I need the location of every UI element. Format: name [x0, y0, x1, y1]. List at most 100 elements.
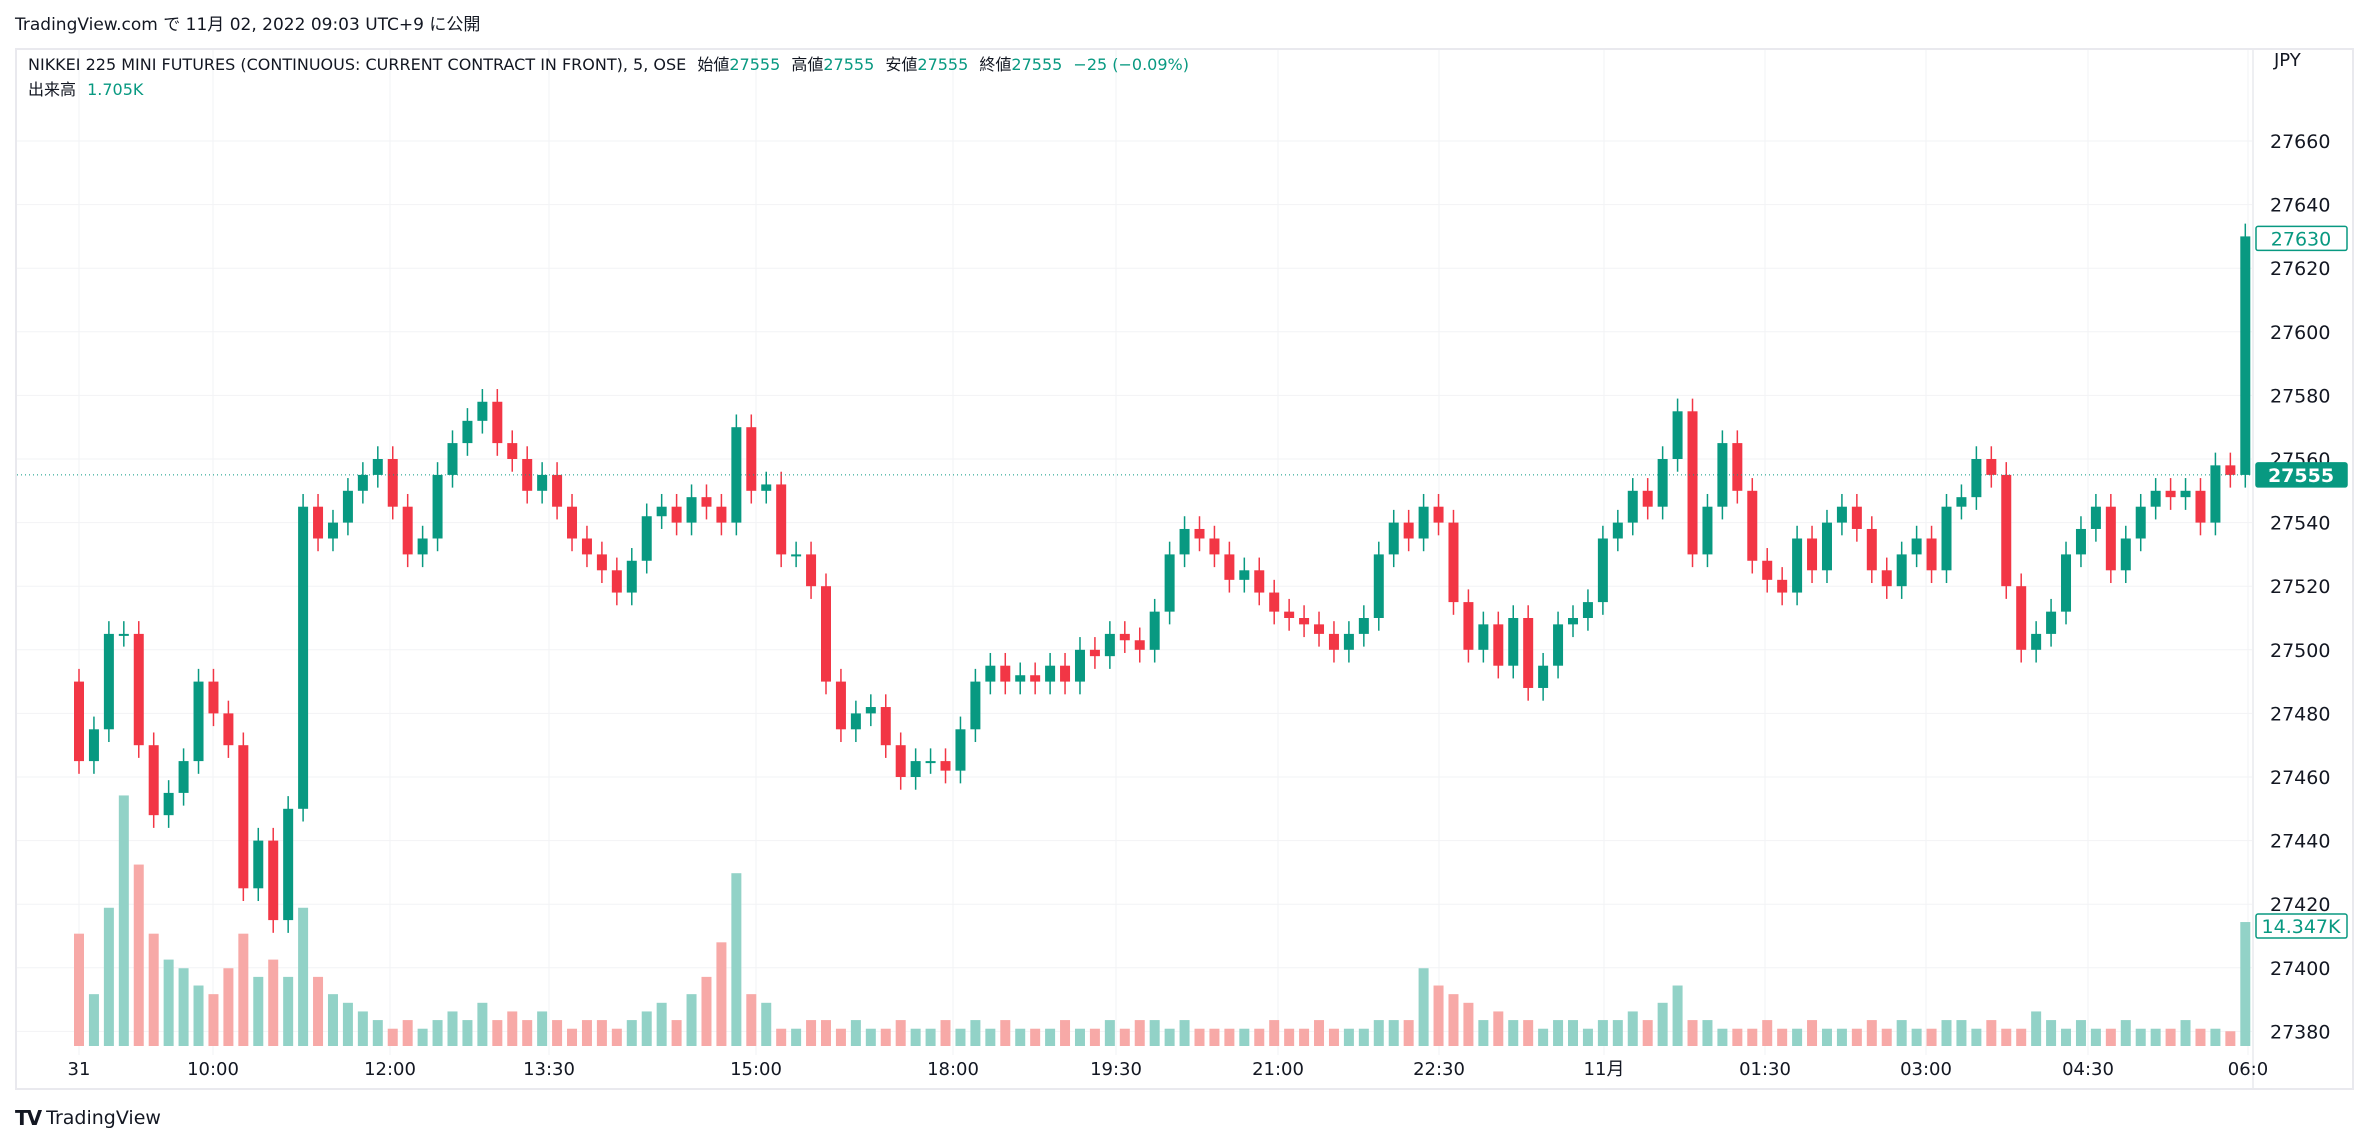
- candle-body: [1971, 459, 1982, 498]
- candle-body: [432, 474, 443, 539]
- volume-bar: [1239, 1028, 1250, 1046]
- volume-bar: [2075, 1020, 2086, 1046]
- volume-bar: [1254, 1028, 1265, 1046]
- volume-bar: [1179, 1020, 1190, 1046]
- candle-body: [641, 516, 652, 561]
- candle-body: [1239, 570, 1250, 580]
- candle-body: [1687, 411, 1698, 555]
- volume-bar: [1657, 1002, 1668, 1046]
- volume-bar: [1702, 1020, 1713, 1046]
- price-tick-label: 27440: [2270, 831, 2330, 853]
- price-tick-label: 27480: [2270, 703, 2330, 725]
- candle-body: [2135, 506, 2146, 539]
- volume-bar: [626, 1020, 637, 1046]
- time-tick-label: 11月: [1584, 1059, 1625, 1080]
- candle-body: [2105, 506, 2116, 571]
- candle-body: [955, 729, 966, 771]
- candle-body: [1493, 624, 1504, 666]
- candle-body: [1792, 538, 1803, 593]
- time-tick-label: 15:00: [730, 1059, 782, 1080]
- candle-body: [178, 761, 189, 793]
- volume-bar: [940, 1020, 951, 1046]
- volume-bar: [567, 1028, 578, 1046]
- candle-body: [791, 554, 802, 557]
- volume-bar: [2046, 1020, 2057, 1046]
- candle-body: [1299, 618, 1310, 625]
- legend-ohlc-row: NIKKEI 225 MINI FUTURES (CONTINUOUS: CUR…: [28, 52, 1189, 77]
- volume-bar: [1881, 1028, 1892, 1046]
- candle-body: [133, 633, 144, 746]
- candle-body: [806, 554, 817, 587]
- volume-bar: [1851, 1028, 1862, 1046]
- candle-body: [88, 729, 99, 762]
- candle-body: [492, 401, 503, 444]
- volume-bar: [2090, 1028, 2101, 1046]
- candle-body: [2090, 506, 2101, 529]
- candle-body: [1956, 497, 1967, 507]
- symbol-title[interactable]: NIKKEI 225 MINI FUTURES (CONTINUOUS: CUR…: [28, 55, 687, 74]
- price-tick-label: 27600: [2270, 322, 2330, 344]
- chart-frame[interactable]: [15, 48, 2354, 1090]
- candle-body: [1523, 618, 1534, 688]
- candle-body: [1045, 665, 1056, 682]
- volume-bar: [761, 1002, 772, 1046]
- volume-bar: [1403, 1020, 1414, 1046]
- candle-body: [1896, 554, 1907, 587]
- time-tick-label: 10:00: [187, 1059, 239, 1080]
- volume-bar: [611, 1028, 622, 1046]
- price-tick-label: 27420: [2270, 894, 2330, 916]
- published-caption: TradingView.com で 11月 02, 2022 09:03 UTC…: [15, 15, 481, 35]
- candle-body: [1269, 592, 1280, 612]
- volume-bar: [1119, 1028, 1130, 1046]
- volume-bar: [1134, 1020, 1145, 1046]
- volume-bar: [1553, 1020, 1564, 1046]
- candle-body: [1582, 602, 1593, 618]
- volume-bar: [1388, 1020, 1399, 1046]
- candle-body: [2225, 465, 2236, 475]
- candle-body: [1538, 665, 1549, 688]
- candle-body: [2075, 528, 2086, 555]
- candle-body: [1149, 611, 1160, 650]
- volume-bar: [1164, 1028, 1175, 1046]
- volume-bar: [821, 1020, 831, 1046]
- volume-bar: [402, 1020, 413, 1046]
- candle-body: [1164, 554, 1175, 612]
- candle-body: [895, 745, 906, 777]
- candle-body: [2001, 474, 2012, 587]
- price-tick-label: 27400: [2270, 958, 2330, 980]
- candle-body: [2046, 611, 2057, 634]
- candle-body: [1807, 538, 1818, 571]
- time-tick-label: 21:00: [1252, 1059, 1304, 1080]
- currency-label: JPY: [2273, 50, 2302, 71]
- candle-body: [567, 506, 578, 539]
- candle-body: [1657, 459, 1668, 507]
- volume-bar: [477, 1002, 488, 1046]
- candle-body: [342, 490, 353, 523]
- candle-body: [626, 560, 637, 593]
- price-tick-label: 27380: [2270, 1021, 2330, 1043]
- candle-body: [1074, 649, 1085, 682]
- volume-bar: [1612, 1020, 1623, 1046]
- candle-body: [940, 761, 951, 771]
- candle-body: [1478, 624, 1489, 650]
- volume-bar: [671, 1020, 682, 1046]
- candle-body: [985, 665, 996, 682]
- volume-axis-label-box: [2255, 913, 2348, 939]
- candle-body: [970, 681, 981, 730]
- volume-bar: [776, 1028, 787, 1046]
- candle-body: [1642, 490, 1653, 507]
- candle-body: [447, 443, 458, 475]
- candle-body: [865, 707, 876, 714]
- volume-bar: [865, 1028, 876, 1046]
- volume-bar: [2195, 1028, 2206, 1046]
- price-tick-label: 27620: [2270, 258, 2330, 280]
- close-label: 終値: [979, 55, 1012, 74]
- volume-bar: [1911, 1028, 1922, 1046]
- candle-body: [118, 633, 129, 636]
- volume-bar: [925, 1028, 936, 1046]
- volume-bar: [148, 933, 159, 1046]
- candle-body: [925, 761, 936, 764]
- volume-bar: [1343, 1028, 1354, 1046]
- volume-bar: [88, 994, 99, 1046]
